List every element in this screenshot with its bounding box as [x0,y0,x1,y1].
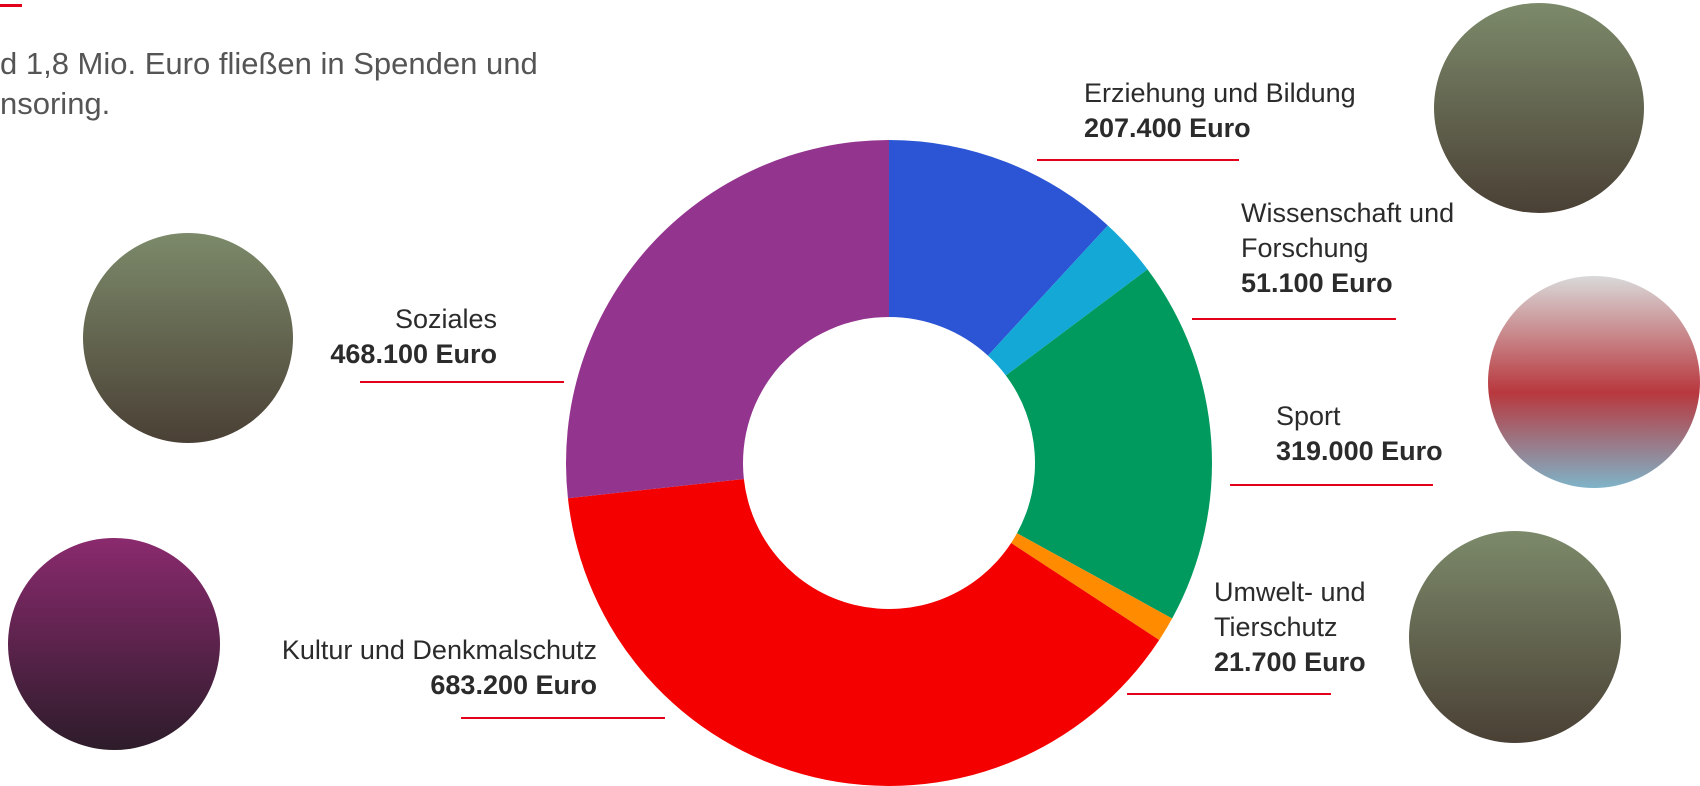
value-label: 21.700 Euro [1214,645,1404,680]
photo [1488,276,1700,488]
category-name: Umwelt- und Tierschutz [1214,577,1366,642]
accent-bar [0,4,22,7]
category-name: Soziales [395,304,497,334]
value-label: 683.200 Euro [200,668,597,703]
photo [8,538,220,750]
category-name: Erziehung und Bildung [1084,78,1356,108]
subtitle-line: nsoring. [0,84,538,124]
category-name: Kultur und Denkmalschutz [282,635,597,665]
value-label: 319.000 Euro [1276,434,1506,469]
subtitle-line: d 1,8 Mio. Euro fließen in Spenden und [0,44,538,84]
page: d 1,8 Mio. Euro fließen in Spenden und n… [0,0,1700,786]
value-label: 207.400 Euro [1084,111,1404,146]
value-label: 468.100 Euro [300,337,497,372]
category-name: Wissenschaft und Forschung [1241,198,1454,263]
category-name: Sport [1276,401,1341,431]
slice [566,140,889,498]
subtitle: d 1,8 Mio. Euro fließen in Spenden und n… [0,44,538,124]
photo [1434,3,1644,213]
value-label: 51.100 Euro [1241,266,1471,301]
photo [1409,531,1621,743]
photo [83,233,293,443]
